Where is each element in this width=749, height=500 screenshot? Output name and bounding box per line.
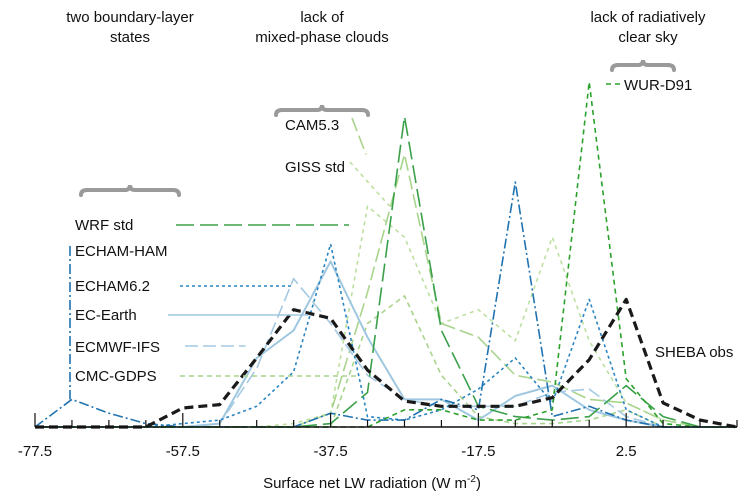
x-tick-label: 2.5: [616, 443, 637, 460]
legend-labels: CAM5.3 GISS std WRF std ECHAM-HAM ECHAM6.2 EC…: [75, 77, 733, 385]
annotation-text: states: [110, 29, 150, 46]
x-tick-label: -77.5: [18, 443, 52, 460]
x-axis-label-text: Surface net LW radiation (W m: [263, 475, 467, 492]
x-axis-label: Surface net LW radiation (W m-2): [263, 474, 481, 492]
series-line-wrf-std: [35, 115, 737, 428]
legend-leader-cam5-3: [351, 117, 367, 155]
x-tick-label: -17.5: [461, 443, 495, 460]
annotation-bracket: [274, 104, 370, 117]
legend-label-echam-ham: ECHAM-HAM: [75, 243, 168, 260]
x-tick-label: -37.5: [313, 443, 347, 460]
annotation-text: two boundary-layer: [66, 9, 194, 26]
legend-leader-lines: [69, 83, 620, 400]
annotation-text: clear sky: [618, 29, 678, 46]
legend-leader-giss-std: [349, 161, 391, 207]
annotation-text: mixed-phase clouds: [255, 29, 388, 46]
x-axis-label-close: ): [476, 475, 481, 492]
x-axis: -77.5 -57.5 -37.5 -17.5 2.5: [18, 413, 738, 460]
legend-label-cmc-gdps: CMC-GDPS: [75, 368, 157, 385]
legend-label-echam6-2: ECHAM6.2: [75, 278, 150, 295]
legend-label-sheba-obs: SHEBA obs: [655, 344, 733, 361]
series-line-echam6-2: [35, 243, 737, 428]
x-axis-label-superscript: -2: [467, 474, 476, 485]
annotation-bracket: [79, 184, 181, 197]
legend-label-wrf-std: WRF std: [75, 217, 133, 234]
series-line-sheba-obs: [35, 297, 738, 429]
legend-label-ecmwf-ifs: ECMWF-IFS: [75, 339, 160, 356]
annotation-bracket: [610, 59, 676, 72]
series-line-wur-d91: [35, 81, 737, 428]
annotation-brackets: [79, 59, 676, 197]
annotation-text: lack of radiatively: [590, 9, 706, 26]
legend-label-ec-earth: EC-Earth: [75, 307, 137, 324]
x-tick-label: -57.5: [166, 443, 200, 460]
annotation-text: lack of: [300, 9, 344, 26]
legend-label-wur-d91: WUR-D91: [624, 77, 692, 94]
annotations: two boundary-layer states lack of mixed-pha…: [66, 9, 706, 46]
legend-label-giss-std: GISS std: [285, 159, 345, 176]
legend-label-cam5-3: CAM5.3: [285, 117, 339, 134]
